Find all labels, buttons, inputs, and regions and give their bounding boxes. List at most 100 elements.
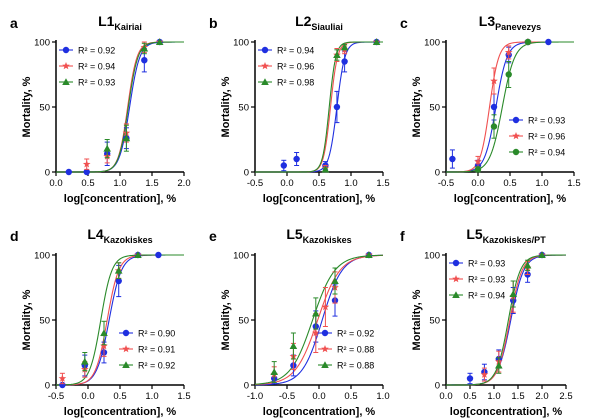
legend: R² = 0.92 R² = 0.94 R² = 0.93 bbox=[59, 46, 115, 88]
data-point bbox=[480, 370, 489, 378]
y-axis-title: Mortality, % bbox=[21, 289, 33, 350]
data-point bbox=[524, 38, 532, 46]
data-point bbox=[474, 157, 482, 165]
series-3-points bbox=[103, 38, 164, 159]
data-point bbox=[134, 251, 142, 259]
x-tick-label: 0.5 bbox=[81, 178, 94, 189]
data-point bbox=[340, 43, 349, 51]
data-point bbox=[155, 251, 162, 259]
legend-marker bbox=[122, 329, 130, 337]
legend-marker bbox=[62, 62, 70, 70]
legend: R² = 0.93 R² = 0.96 R² = 0.94 bbox=[509, 116, 565, 158]
x-tick-label: 1.0 bbox=[113, 178, 126, 189]
panel-title-subscript: Kairiai bbox=[114, 22, 142, 32]
y-tick-label: 50 bbox=[39, 103, 50, 114]
legend: R² = 0.92 R² = 0.88 R² = 0.88 bbox=[318, 329, 374, 371]
x-tick-label: 1.0 bbox=[376, 391, 389, 402]
series-1-points bbox=[466, 251, 546, 385]
x-tick-label: 2.5 bbox=[559, 391, 572, 402]
x-tick-label: -0.5 bbox=[279, 391, 295, 402]
chart-panel-f: 0.0 0.5 1.0 1.5 2.0 2.5 0 50 100 log[concentratio… bbox=[400, 226, 573, 418]
data-point bbox=[321, 165, 330, 173]
legend-label: R² = 0.96 bbox=[277, 62, 314, 72]
data-point bbox=[523, 261, 532, 269]
data-point bbox=[474, 166, 482, 173]
legend-marker bbox=[62, 46, 70, 54]
panel-title: L4Kazokiskes bbox=[87, 226, 152, 245]
data-point bbox=[289, 342, 298, 350]
fit-curve-series-3 bbox=[445, 41, 574, 173]
panel-title-main: L3 bbox=[479, 13, 496, 29]
panel-title-subscript: Kazokiskes/PT bbox=[483, 235, 547, 245]
legend-label: R² = 0.96 bbox=[528, 132, 565, 142]
chart-panel-d: -0.5 0.0 0.5 1.0 1.5 0 50 100 log[concentration]… bbox=[10, 226, 191, 418]
data-point bbox=[58, 374, 67, 382]
data-point bbox=[504, 48, 513, 56]
legend-marker bbox=[512, 116, 520, 124]
data-point bbox=[538, 251, 546, 259]
y-tick-label: 50 bbox=[238, 316, 249, 327]
x-tick-label: 0.0 bbox=[312, 391, 325, 402]
series-3-points bbox=[321, 38, 381, 173]
legend-label: R² = 0.91 bbox=[138, 345, 175, 355]
legend-marker bbox=[452, 291, 460, 299]
panel-title-subscript: Siauliai bbox=[311, 22, 343, 32]
data-point bbox=[270, 368, 278, 376]
legend-label: R² = 0.94 bbox=[528, 148, 565, 158]
x-axis-title: log[concentration], % bbox=[454, 193, 567, 205]
legend-label: R² = 0.92 bbox=[337, 329, 374, 339]
panel-letter: d bbox=[10, 228, 19, 244]
panel-title: L5Kazokiskes bbox=[286, 226, 351, 245]
data-point bbox=[365, 251, 373, 259]
x-tick-label: 1.0 bbox=[344, 178, 357, 189]
legend: R² = 0.90 R² = 0.91 R² = 0.92 bbox=[119, 329, 175, 371]
panel-letter: f bbox=[400, 228, 405, 244]
x-tick-label: 1.5 bbox=[376, 178, 389, 189]
data-point bbox=[81, 357, 89, 365]
data-point bbox=[490, 77, 498, 85]
data-point bbox=[490, 103, 498, 111]
legend-label: R² = 0.90 bbox=[138, 329, 175, 339]
x-tick-label: -0.5 bbox=[48, 391, 64, 402]
y-tick-label: 50 bbox=[429, 316, 440, 327]
data-point bbox=[341, 58, 348, 65]
legend-marker bbox=[321, 361, 329, 369]
data-point bbox=[293, 155, 300, 163]
x-tick-label: -0.5 bbox=[247, 178, 263, 189]
series-2-points bbox=[82, 38, 164, 170]
x-axis-title: log[concentration], % bbox=[450, 406, 563, 418]
x-tick-label: 2.0 bbox=[535, 391, 548, 402]
data-point bbox=[490, 123, 498, 130]
legend-label: R² = 0.94 bbox=[468, 291, 505, 301]
y-tick-label: 50 bbox=[39, 316, 50, 327]
y-tick-label: 50 bbox=[238, 103, 249, 114]
data-point bbox=[333, 103, 341, 111]
x-tick-label: 0.0 bbox=[439, 391, 452, 402]
x-tick-label: -1.0 bbox=[247, 391, 263, 402]
legend-marker bbox=[452, 259, 460, 267]
x-tick-label: 1.5 bbox=[567, 178, 580, 189]
legend-marker bbox=[261, 46, 269, 54]
legend-label: R² = 0.88 bbox=[337, 345, 374, 355]
legend-marker bbox=[122, 345, 130, 353]
data-point bbox=[321, 303, 330, 311]
x-tick-label: 0.5 bbox=[463, 391, 476, 402]
series-3-points bbox=[495, 251, 546, 374]
panel-title: L2Siauliai bbox=[295, 13, 343, 32]
chart-panel-e: -1.0 -0.5 0.0 0.5 1.0 0 50 100 log[concentration… bbox=[209, 226, 390, 418]
data-point bbox=[83, 168, 90, 176]
panel-title: L3Panevezys bbox=[479, 13, 541, 32]
chart-panel-b: -0.5 0.0 0.5 1.0 1.5 0 50 100 log[concentration]… bbox=[209, 13, 390, 205]
data-point bbox=[155, 38, 164, 46]
data-point bbox=[449, 155, 456, 163]
x-tick-label: -0.5 bbox=[438, 178, 454, 189]
fit-curve-series-3 bbox=[56, 41, 184, 173]
panel-title-main: L5 bbox=[466, 226, 483, 242]
y-tick-label: 100 bbox=[34, 38, 50, 49]
legend-marker bbox=[512, 148, 520, 156]
legend-marker bbox=[321, 345, 329, 353]
y-tick-label: 50 bbox=[429, 103, 440, 114]
x-axis-title: log[concentration], % bbox=[64, 406, 177, 418]
y-tick-label: 0 bbox=[45, 381, 50, 392]
